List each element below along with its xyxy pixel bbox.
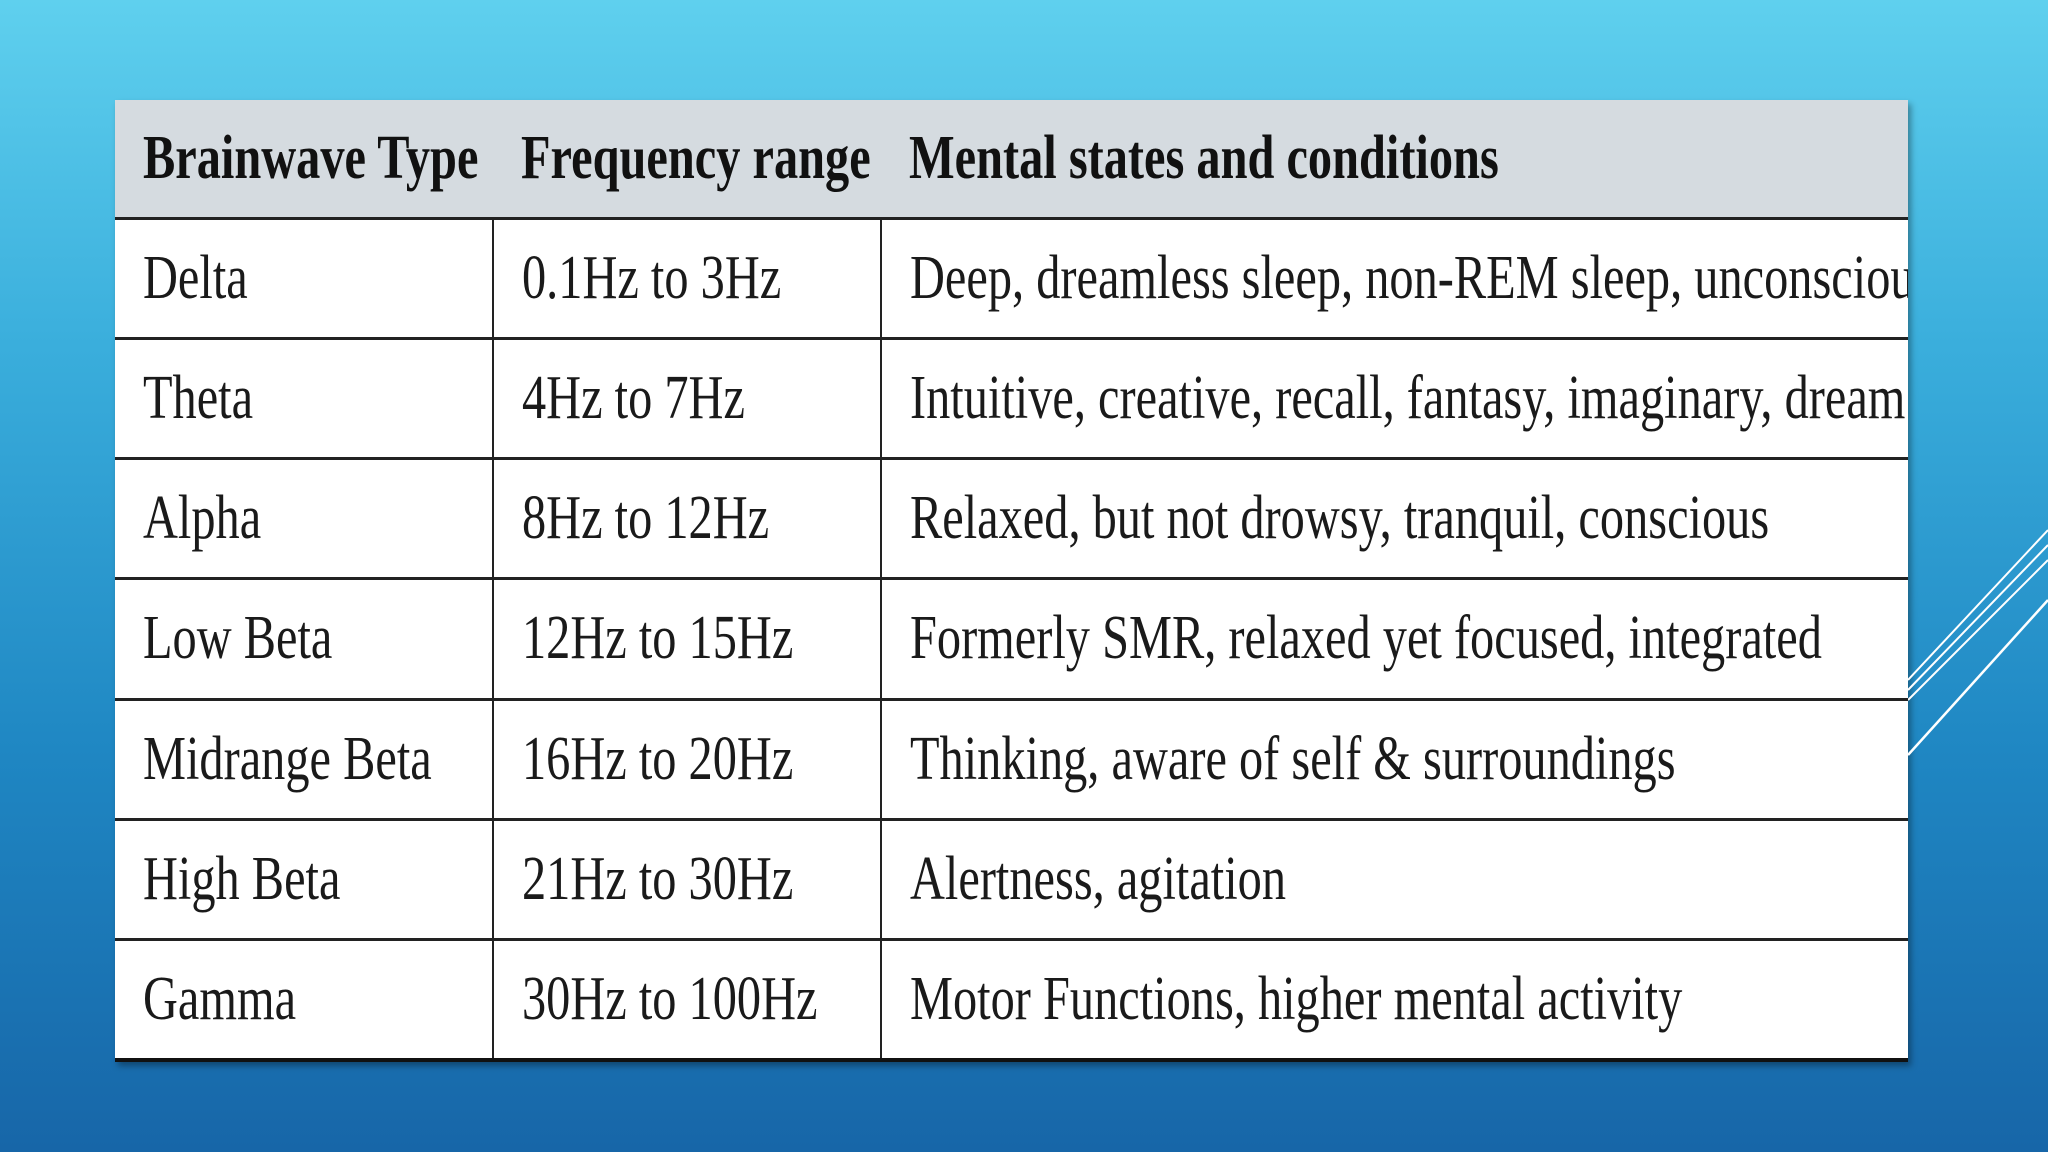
cell-states: Alertness, agitation [880,819,1908,942]
table-row: High Beta 21Hz to 30Hz Alertness, agitat… [115,819,1908,942]
deco-line [1908,599,2048,756]
cell-type: Theta [115,338,493,461]
cell-states: Formerly SMR, relaxed yet focused, integ… [880,578,1908,701]
cell-states: Intuitive, creative, recall, fantasy, im… [880,338,1908,461]
cell-states: Deep, dreamless sleep, non-REM sleep, un… [880,218,1908,340]
table: Brainwave Type Frequency range Mental st… [115,100,1908,1063]
table-row: Alpha 8Hz to 12Hz Relaxed, but not drows… [115,458,1908,581]
cell-frequency: 16Hz to 20Hz [492,699,881,821]
cell-frequency: 12Hz to 15Hz [492,578,881,701]
cell-type: Midrange Beta [115,699,493,821]
cell-states: Thinking, aware of self & surroundings [880,699,1908,821]
cell-states: Motor Functions, higher mental activity [880,939,1908,1063]
header-mental-states: Mental states and conditions [881,100,1908,220]
deco-line [1908,544,2048,691]
cell-frequency: 0.1Hz to 3Hz [492,218,881,340]
header-brainwave-type: Brainwave Type [115,100,493,220]
cell-type: Low Beta [115,578,493,701]
cell-type: High Beta [115,819,493,942]
table-row: Gamma 30Hz to 100Hz Motor Functions, hig… [115,939,1908,1063]
cell-type: Delta [115,218,493,340]
cell-type: Alpha [115,458,493,581]
table-row: Low Beta 12Hz to 15Hz Formerly SMR, rela… [115,578,1908,701]
table-row: Theta 4Hz to 7Hz Intuitive, creative, re… [115,338,1908,461]
cell-frequency: 8Hz to 12Hz [492,458,881,581]
brainwave-table: Brainwave Type Frequency range Mental st… [115,100,1908,1063]
table-row: Midrange Beta 16Hz to 20Hz Thinking, awa… [115,699,1908,821]
table-header-row: Brainwave Type Frequency range Mental st… [115,100,1908,220]
cell-frequency: 21Hz to 30Hz [492,819,881,942]
deco-line [1908,559,2048,701]
cell-frequency: 30Hz to 100Hz [492,939,881,1063]
deco-line [1908,529,2048,681]
decorative-diagonal-lines [1908,529,2048,756]
cell-states: Relaxed, but not drowsy, tranquil, consc… [880,458,1908,581]
table-row: Delta 0.1Hz to 3Hz Deep, dreamless sleep… [115,218,1908,340]
cell-type: Gamma [115,939,493,1063]
cell-frequency: 4Hz to 7Hz [492,338,881,461]
header-frequency-range: Frequency range [493,100,881,220]
